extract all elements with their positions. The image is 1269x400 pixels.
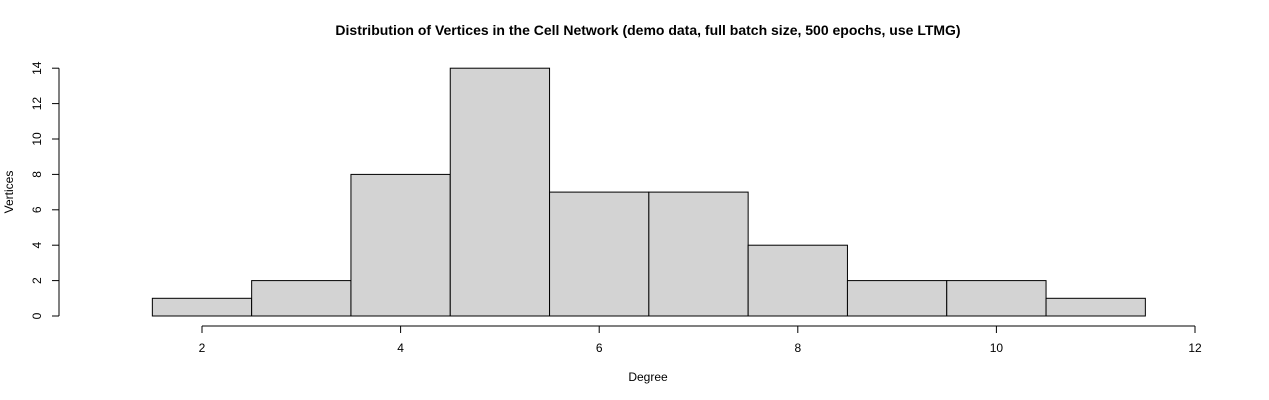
x-tick-label: 12 xyxy=(1188,341,1202,355)
y-tick-label: 2 xyxy=(30,277,44,284)
x-axis: 2 4 6 8 10 12 xyxy=(199,325,1202,355)
y-tick-label: 4 xyxy=(30,242,44,249)
x-tick-label: 4 xyxy=(397,341,404,355)
x-tick-label: 2 xyxy=(199,341,206,355)
histogram-bar-7 xyxy=(747,244,848,317)
y-tick-label: 8 xyxy=(30,171,44,178)
y-tick-label: 14 xyxy=(30,61,44,75)
y-tick-label: 6 xyxy=(30,206,44,213)
histogram-bar-8 xyxy=(846,280,948,317)
y-tick-label: 10 xyxy=(30,132,44,146)
x-tick-label: 10 xyxy=(990,341,1004,355)
histogram-bar-4 xyxy=(449,67,551,317)
y-axis-label: Vertices xyxy=(2,171,16,214)
histogram-bar-5 xyxy=(549,191,650,317)
chart-title: Distribution of Vertices in the Cell Net… xyxy=(335,22,960,38)
y-axis: 0 2 4 6 8 10 12 14 xyxy=(30,61,60,319)
histogram-bar-9 xyxy=(946,280,1047,317)
y-tick-label: 0 xyxy=(30,312,44,319)
histogram-bar-10 xyxy=(1045,297,1146,317)
x-tick-label: 6 xyxy=(596,341,603,355)
bars-group xyxy=(151,67,1146,317)
histogram-bar-2 xyxy=(251,280,352,317)
x-axis-label: Degree xyxy=(628,370,668,384)
histogram-bar-1 xyxy=(151,297,253,317)
histogram-bar-3 xyxy=(350,173,451,317)
y-tick-label: 12 xyxy=(30,97,44,111)
x-tick-label: 8 xyxy=(794,341,801,355)
histogram-bar-6 xyxy=(648,191,749,317)
